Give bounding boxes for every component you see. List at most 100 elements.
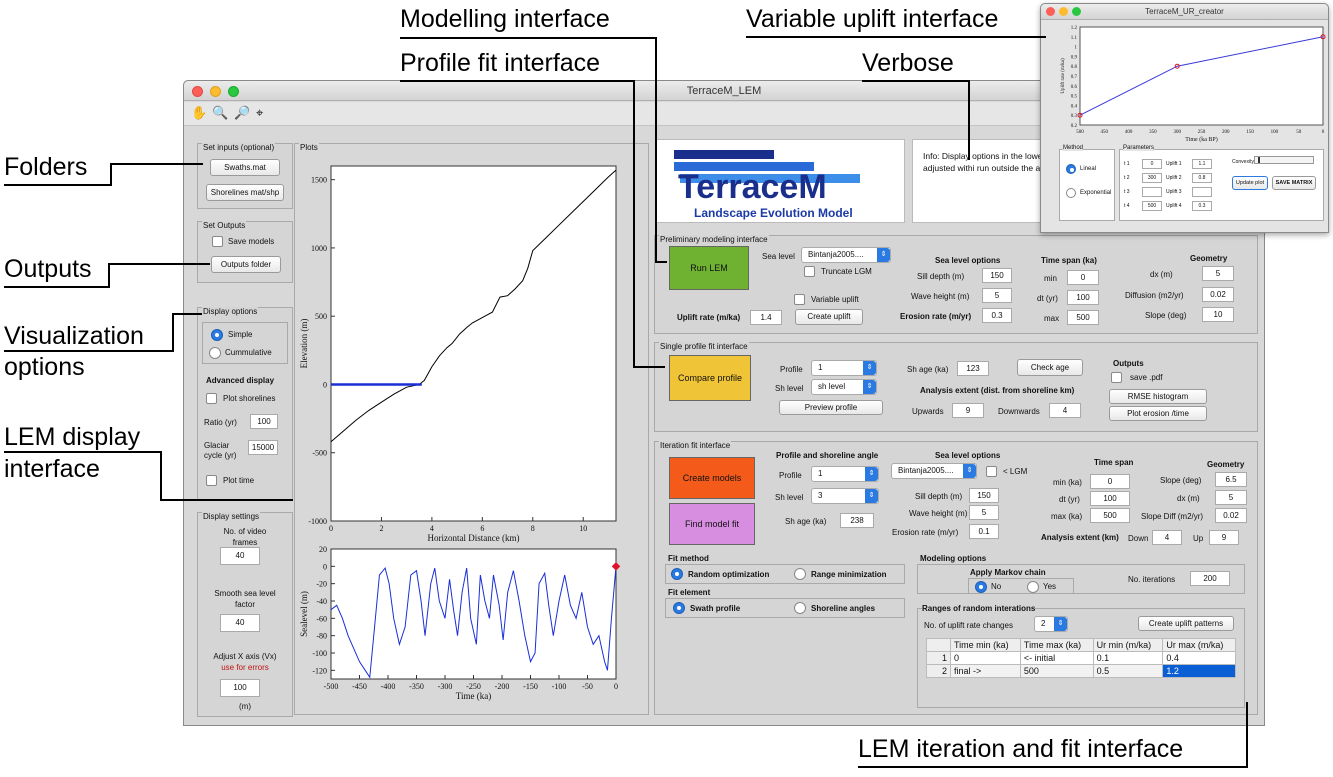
preview-profile-button[interactable]: Preview profile — [779, 400, 883, 415]
erosion-rate-input[interactable]: 0.3 — [982, 308, 1012, 323]
ur-lineal-radio[interactable] — [1066, 164, 1076, 174]
data-cursor-icon[interactable]: ⌖ — [256, 105, 264, 120]
time-min-input[interactable]: 0 — [1067, 270, 1099, 285]
swath-radio[interactable] — [673, 602, 685, 614]
outputs-folder-button[interactable]: Outputs folder — [211, 256, 281, 273]
ur-t-input[interactable]: 500 — [1142, 201, 1162, 211]
time-max-input[interactable]: 500 — [1067, 310, 1099, 325]
close-button[interactable] — [192, 86, 203, 97]
ur-uplift-input[interactable]: 0.3 — [1192, 201, 1212, 211]
cummulative-radio[interactable] — [209, 347, 221, 359]
dt-input[interactable]: 100 — [1067, 290, 1099, 305]
uplift-rate-input[interactable]: 1.4 — [750, 310, 782, 325]
iter-min-input[interactable]: 0 — [1090, 474, 1130, 489]
table-cell[interactable]: 500 — [1019, 664, 1094, 678]
dx-input[interactable]: 5 — [1202, 266, 1234, 281]
slope-input[interactable]: 10 — [1202, 307, 1234, 322]
convexity-slider[interactable] — [1254, 156, 1314, 164]
markov-no-radio[interactable] — [975, 581, 987, 593]
ratio-input[interactable]: 100 — [250, 414, 278, 429]
video-frames-input[interactable]: 40 — [220, 547, 260, 565]
table-cell[interactable]: <- initial — [1019, 651, 1094, 665]
truncate-lgm-checkbox[interactable] — [804, 266, 815, 277]
smooth-input[interactable]: 40 — [220, 614, 260, 632]
lgm-checkbox[interactable] — [986, 466, 997, 477]
iter-dx-input[interactable]: 5 — [1215, 490, 1247, 505]
plot-time-checkbox[interactable] — [206, 475, 217, 486]
iter-profile-select[interactable]: 1 ⇕ — [811, 466, 879, 482]
ur-t-input[interactable] — [1142, 187, 1162, 197]
simple-radio[interactable] — [211, 329, 223, 341]
slider-thumb[interactable] — [1258, 157, 1260, 163]
profile-select[interactable]: 1 ⇕ — [811, 360, 877, 376]
zoom-button[interactable] — [228, 86, 239, 97]
save-models-checkbox[interactable] — [212, 236, 223, 247]
zoom-out-icon[interactable]: 🔎 — [234, 105, 251, 120]
table-cell[interactable]: 0.1 — [1092, 651, 1164, 665]
check-age-button[interactable]: Check age — [1017, 359, 1083, 376]
adjust-x-input[interactable]: 100 — [220, 679, 260, 697]
iter-max-input[interactable]: 500 — [1090, 508, 1130, 523]
variable-uplift-checkbox[interactable] — [794, 294, 805, 305]
shorelines-button[interactable]: Shorelines mat/shp — [206, 184, 284, 201]
ur-uplift-input[interactable]: 0.8 — [1192, 173, 1212, 183]
table-cell[interactable]: 0.4 — [1162, 651, 1236, 665]
zoom-in-icon[interactable]: 🔍 — [212, 105, 229, 120]
hand-icon[interactable]: ✋ — [191, 105, 208, 120]
random-opt-radio[interactable] — [671, 568, 683, 580]
ur-exponential-radio[interactable] — [1066, 188, 1076, 198]
iter-slope-input[interactable]: 6.5 — [1215, 472, 1247, 487]
ur-uplift-input[interactable]: 1.1 — [1192, 159, 1212, 169]
create-uplift-button[interactable]: Create uplift — [795, 309, 863, 325]
save-matrix-button[interactable]: SAVE MATRIX — [1272, 176, 1316, 190]
diffusion-input[interactable]: 0.02 — [1202, 287, 1234, 302]
compare-profile-button[interactable]: Compare profile — [669, 355, 751, 401]
ur-t-input[interactable]: 300 — [1142, 173, 1162, 183]
table-cell[interactable]: final -> — [950, 664, 1021, 678]
plot-erosion-button[interactable]: Plot erosion /time — [1109, 406, 1207, 421]
swaths-button[interactable]: Swaths.mat — [210, 159, 280, 176]
ur-uplift-input[interactable] — [1192, 187, 1212, 197]
iter-sh-level-select[interactable]: 3 ⇕ — [811, 488, 879, 504]
table-cell[interactable]: 0.5 — [1092, 664, 1164, 678]
update-plot-button[interactable]: Update plot — [1232, 176, 1268, 190]
range-min-radio[interactable] — [794, 568, 806, 580]
sill-depth-input[interactable]: 150 — [982, 268, 1012, 283]
glaciar-input[interactable]: 15000 — [248, 440, 278, 455]
ur-close-button[interactable] — [1046, 7, 1055, 16]
table-row: 2 final -> 500 0.5 1.2 — [926, 664, 1236, 678]
markov-yes-radio[interactable] — [1027, 581, 1039, 593]
save-pdf-checkbox[interactable] — [1111, 372, 1122, 383]
create-models-button[interactable]: Create models — [669, 457, 755, 499]
iter-sea-level-select[interactable]: Bintanja2005.... ⇕ — [891, 463, 977, 479]
downwards-input[interactable]: 4 — [1049, 403, 1081, 418]
wave-height-input[interactable]: 5 — [982, 288, 1012, 303]
sh-age-input[interactable]: 123 — [957, 361, 989, 376]
iter-down-input[interactable]: 4 — [1152, 530, 1182, 545]
iter-up-input[interactable]: 9 — [1209, 530, 1239, 545]
uplift-changes-select[interactable]: 2 ⇕ — [1034, 616, 1068, 632]
shoreline-angles-radio[interactable] — [794, 602, 806, 614]
table-cell[interactable]: 0 — [950, 651, 1021, 665]
ur-t-input[interactable]: 0 — [1142, 159, 1162, 169]
upwards-input[interactable]: 9 — [952, 403, 984, 418]
sea-level-select[interactable]: Bintanja2005.... ⇕ — [801, 247, 891, 263]
run-lem-button[interactable]: Run LEM — [669, 246, 749, 290]
iter-sill-input[interactable]: 150 — [969, 488, 999, 503]
ur-zoom-button[interactable] — [1072, 7, 1081, 16]
iter-sh-age-input[interactable]: 238 — [840, 513, 874, 528]
sh-level-select[interactable]: sh level ⇕ — [811, 379, 877, 395]
iter-wave-input[interactable]: 5 — [969, 505, 999, 520]
iter-erosion-input[interactable]: 0.1 — [969, 524, 999, 539]
rmse-histogram-button[interactable]: RMSE histogram — [1109, 389, 1207, 404]
create-patterns-button[interactable]: Create uplift patterns — [1138, 616, 1234, 631]
ur-minimize-button[interactable] — [1059, 7, 1068, 16]
minimize-button[interactable] — [210, 86, 221, 97]
single-profile-panel: Single profile fit interface Compare pro… — [654, 342, 1258, 432]
iter-dt-input[interactable]: 100 — [1090, 491, 1130, 506]
plot-shorelines-checkbox[interactable] — [206, 393, 217, 404]
iterations-input[interactable]: 200 — [1190, 571, 1230, 586]
table-cell-selected[interactable]: 1.2 — [1162, 664, 1236, 678]
iter-slopediff-input[interactable]: 0.02 — [1215, 508, 1247, 523]
find-model-fit-button[interactable]: Find model fit — [669, 503, 755, 545]
